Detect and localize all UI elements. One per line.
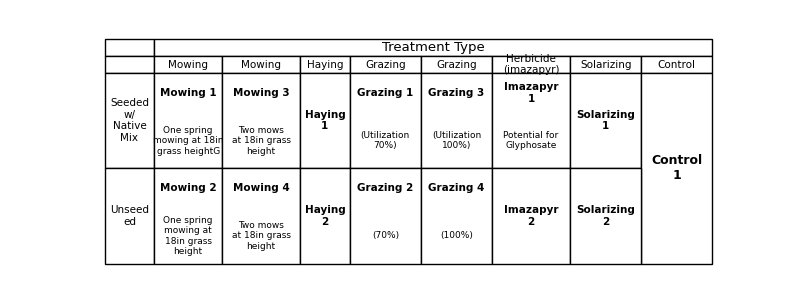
Bar xyxy=(155,73,222,168)
Text: Grazing 1: Grazing 1 xyxy=(357,88,414,98)
Text: (70%): (70%) xyxy=(371,231,398,240)
Bar xyxy=(104,168,155,263)
Text: Solarizing
1: Solarizing 1 xyxy=(576,110,635,131)
Bar xyxy=(350,168,421,263)
Text: Mowing 2: Mowing 2 xyxy=(160,183,217,193)
Bar xyxy=(570,73,642,168)
Bar xyxy=(350,73,421,168)
Text: Haying
2: Haying 2 xyxy=(304,205,345,227)
Bar xyxy=(222,56,300,73)
Text: One spring
mowing at
18in grass
height: One spring mowing at 18in grass height xyxy=(163,216,213,256)
Bar xyxy=(421,73,492,168)
Text: Haying: Haying xyxy=(307,60,344,70)
Bar xyxy=(642,73,713,263)
Bar xyxy=(222,73,300,168)
Bar xyxy=(300,168,350,263)
Bar xyxy=(300,56,350,73)
Text: Imazapyr
1: Imazapyr 1 xyxy=(504,82,559,104)
Text: Unseed
ed: Unseed ed xyxy=(110,205,149,227)
Text: Mowing: Mowing xyxy=(241,60,281,70)
Text: Herbicide
(imazapyr): Herbicide (imazapyr) xyxy=(503,54,559,75)
Text: Solarizing: Solarizing xyxy=(580,60,631,70)
Bar xyxy=(104,73,155,168)
Text: Mowing 1: Mowing 1 xyxy=(160,88,217,98)
Bar xyxy=(642,56,713,73)
Text: Two mows
at 18in grass
height: Two mows at 18in grass height xyxy=(231,221,290,251)
Bar xyxy=(222,168,300,263)
Text: Imazapyr
2: Imazapyr 2 xyxy=(504,205,559,227)
Bar xyxy=(492,73,570,168)
Bar xyxy=(492,56,570,73)
Text: Grazing 2: Grazing 2 xyxy=(357,183,414,193)
Bar xyxy=(155,168,222,263)
Text: Mowing 3: Mowing 3 xyxy=(233,88,289,98)
Text: Mowing 4: Mowing 4 xyxy=(233,183,289,193)
Bar xyxy=(350,56,421,73)
Text: Grazing 4: Grazing 4 xyxy=(428,183,485,193)
Text: Mowing: Mowing xyxy=(168,60,208,70)
Bar xyxy=(104,56,155,73)
Text: Grazing: Grazing xyxy=(365,60,406,70)
Bar xyxy=(570,168,642,263)
Bar xyxy=(155,56,222,73)
Text: Two mows
at 18in grass
height: Two mows at 18in grass height xyxy=(231,126,290,155)
Bar xyxy=(421,56,492,73)
Bar xyxy=(300,73,350,168)
Text: Potential for
Glyphosate: Potential for Glyphosate xyxy=(504,131,559,150)
Text: Treatment Type: Treatment Type xyxy=(382,41,485,54)
Text: One spring
mowing at 18in
grass heightG: One spring mowing at 18in grass heightG xyxy=(153,126,223,155)
Bar xyxy=(155,40,713,56)
Text: Grazing: Grazing xyxy=(436,60,477,70)
Bar xyxy=(492,168,570,263)
Text: (100%): (100%) xyxy=(440,231,473,240)
Text: (Utilization
100%): (Utilization 100%) xyxy=(432,131,481,150)
Bar xyxy=(104,40,155,56)
Text: Haying
1: Haying 1 xyxy=(304,110,345,131)
Bar xyxy=(570,56,642,73)
Bar xyxy=(421,168,492,263)
Text: Solarizing
2: Solarizing 2 xyxy=(576,205,635,227)
Text: Control: Control xyxy=(658,60,696,70)
Text: Control
1: Control 1 xyxy=(651,154,702,182)
Text: Grazing 3: Grazing 3 xyxy=(428,88,485,98)
Text: Seeded
w/
Native
Mix: Seeded w/ Native Mix xyxy=(110,98,149,143)
Text: (Utilization
70%): (Utilization 70%) xyxy=(361,131,410,150)
